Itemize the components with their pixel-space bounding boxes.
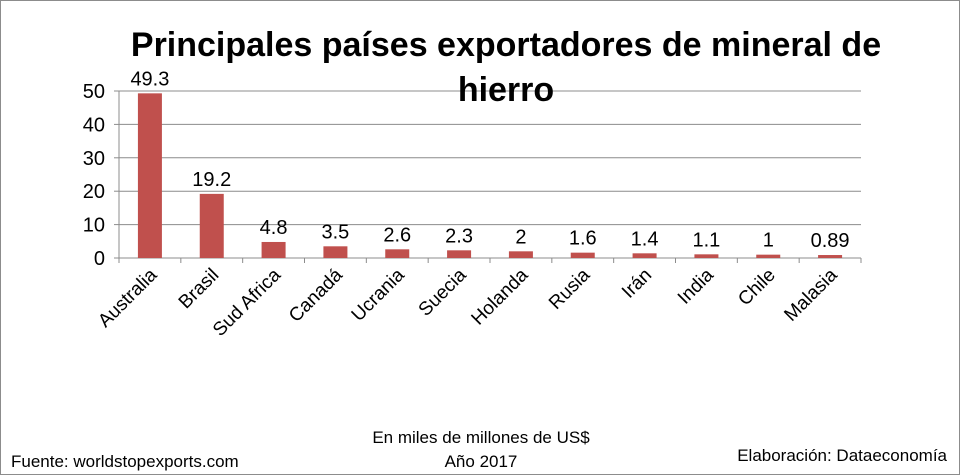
category-label-11: Malasia xyxy=(780,264,841,325)
category-label-0: Australia xyxy=(94,264,161,331)
data-label-9: 1.1 xyxy=(693,229,721,251)
bar-5 xyxy=(447,250,472,258)
category-label-9: India xyxy=(674,264,718,308)
y-tick-label-40: 40 xyxy=(83,114,105,136)
grid-lines xyxy=(114,90,862,263)
y-tick-label-0: 0 xyxy=(94,248,105,270)
y-tick-label-10: 10 xyxy=(83,215,105,237)
credit-note: Elaboración: Dataeconomía xyxy=(737,446,947,465)
category-label-10: Chile xyxy=(734,265,779,310)
category-label-2: Sud Africa xyxy=(209,264,285,340)
y-tick-label-20: 20 xyxy=(83,181,105,203)
chart-title-line-1: Principales países exportadores de miner… xyxy=(131,26,881,64)
data-label-2: 4.8 xyxy=(260,217,288,239)
year-note: Año 2017 xyxy=(445,452,518,471)
bar-2 xyxy=(261,241,286,258)
category-label-6: Holanda xyxy=(468,264,533,329)
category-label-1: Brasil xyxy=(175,265,223,313)
category-label-8: Irán xyxy=(618,265,656,303)
bar-4 xyxy=(385,249,410,258)
bar-10 xyxy=(756,254,781,258)
bars xyxy=(137,93,843,258)
bar-8 xyxy=(632,253,657,258)
data-label-10: 1 xyxy=(763,230,774,252)
bar-1 xyxy=(199,193,224,258)
data-label-7: 1.6 xyxy=(569,228,597,250)
data-labels: 49.3 19.2 4.8 3.5 2.6 2.3 2 1.6 1.4 1.1 1 0.89 xyxy=(130,68,849,252)
data-label-11: 0.89 xyxy=(811,230,850,252)
bar-11 xyxy=(818,255,843,258)
axes xyxy=(118,91,861,259)
category-label-5: Suecia xyxy=(415,264,471,320)
bar-6 xyxy=(508,251,533,258)
data-label-3: 3.5 xyxy=(322,221,350,243)
y-tick-label-50: 50 xyxy=(83,81,105,103)
source-note: Fuente: worldstopexports.com xyxy=(11,452,239,471)
data-label-8: 1.4 xyxy=(631,228,659,250)
data-label-5: 2.3 xyxy=(445,225,473,247)
bar-7 xyxy=(570,252,595,258)
bar-3 xyxy=(323,246,348,258)
data-label-1: 19.2 xyxy=(192,169,231,191)
bar-9 xyxy=(694,254,719,258)
chart-title-line-2: hierro xyxy=(458,71,554,109)
unit-note: En miles de millones de US$ xyxy=(372,428,590,447)
data-label-4: 2.6 xyxy=(383,224,411,246)
data-label-0: 49.3 xyxy=(130,68,169,90)
category-label-4: Ucrania xyxy=(348,264,409,325)
data-label-6: 2 xyxy=(515,226,526,248)
y-tick-label-30: 30 xyxy=(83,148,105,170)
bar-0 xyxy=(137,93,162,258)
y-tick-labels: 0 10 20 30 40 50 xyxy=(83,81,105,270)
category-label-3: Canadá xyxy=(285,264,347,326)
category-label-7: Rusia xyxy=(545,264,595,314)
